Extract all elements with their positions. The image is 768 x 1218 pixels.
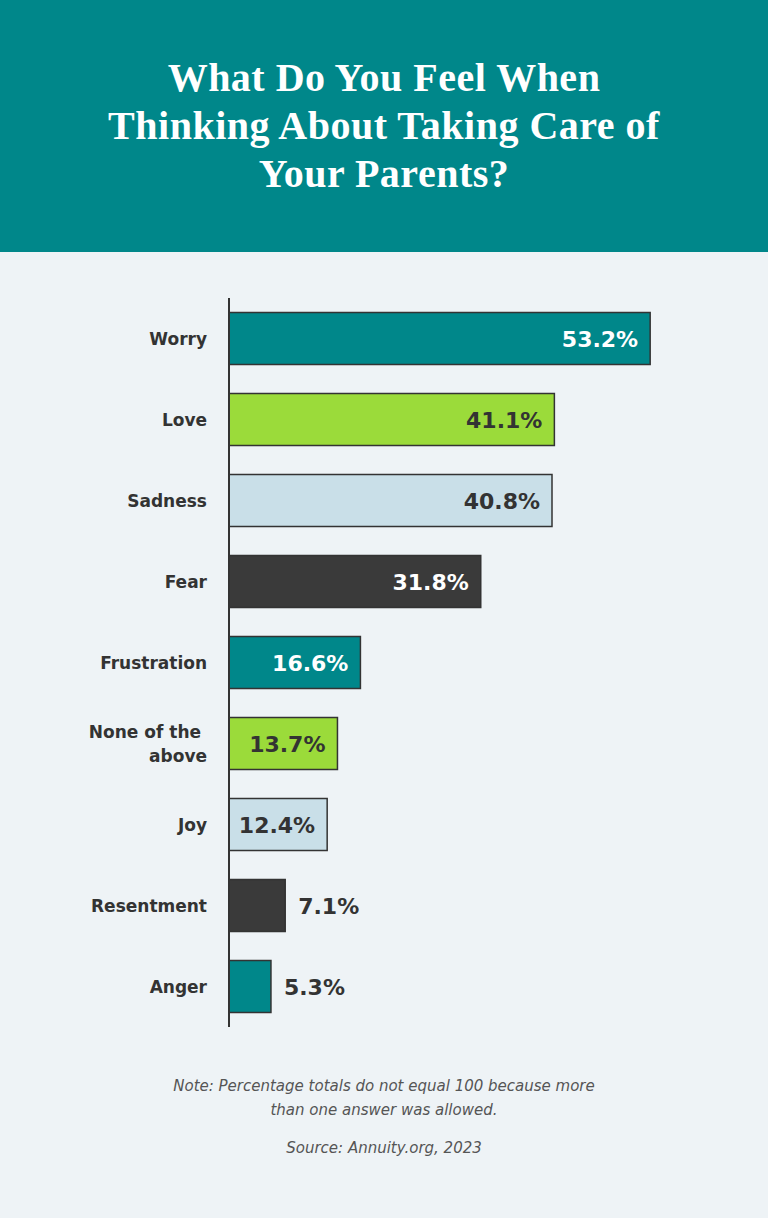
- header: What Do You Feel When Thinking About Tak…: [0, 0, 768, 252]
- category-label: Sadness: [127, 491, 207, 511]
- bar: [229, 718, 337, 770]
- bar: [229, 880, 285, 932]
- chart: Worry 53.2% Love 41.1% Sadness 40.8% Fear 31.8%…: [0, 0, 768, 1218]
- note: Note: Percentage totals do not equal 100…: [154, 1074, 614, 1122]
- title: What Do You Feel When Thinking About Tak…: [94, 54, 674, 198]
- bar: [229, 313, 650, 365]
- category-label: Love: [162, 410, 207, 430]
- labels: Worry 53.2% Love 41.1% Sadness 40.8% Fear 31.8%…: [89, 327, 638, 1000]
- category-label: None of the above: [89, 722, 207, 766]
- data-label: 16.6%: [272, 651, 348, 676]
- data-label: 53.2%: [562, 327, 638, 352]
- category-label: Fear: [165, 572, 208, 592]
- category-label: Anger: [150, 977, 208, 997]
- bar: [229, 637, 360, 689]
- data-label: 31.8%: [392, 570, 468, 595]
- data-label: 41.1%: [466, 408, 542, 433]
- category-label: Frustration: [100, 653, 207, 673]
- bars: [229, 313, 650, 1013]
- data-label: 7.1%: [298, 894, 359, 919]
- category-label: Joy: [177, 815, 207, 835]
- source: Source: Annuity.org, 2023: [0, 1139, 768, 1157]
- data-label: 40.8%: [464, 489, 540, 514]
- category-label: Resentment: [91, 896, 207, 916]
- bar: [229, 556, 481, 608]
- data-label: 5.3%: [284, 975, 345, 1000]
- bar: [229, 475, 552, 527]
- data-label: 12.4%: [239, 813, 315, 838]
- bar: [229, 799, 327, 851]
- category-label: Worry: [149, 329, 207, 349]
- data-label: 13.7%: [249, 732, 325, 757]
- axis-line: [228, 298, 230, 1027]
- bar: [229, 394, 554, 446]
- bar: [229, 961, 271, 1013]
